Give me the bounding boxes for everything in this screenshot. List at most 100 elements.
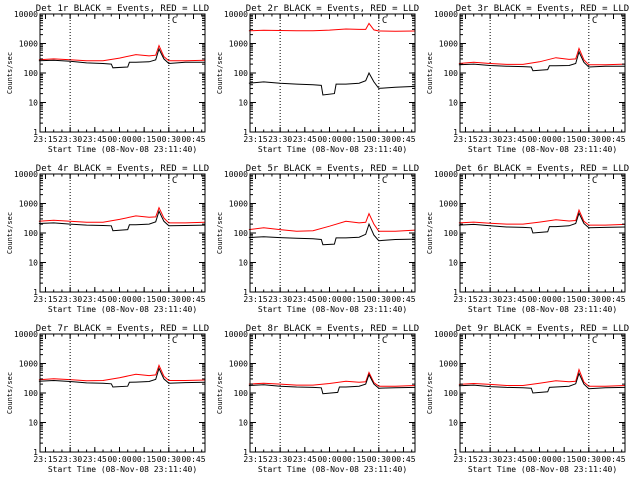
x-tick-label: 00:00 [527, 135, 551, 144]
x-tick-label: 00:00 [317, 295, 341, 304]
y-tick-label: 10 [28, 259, 38, 268]
x-tick-label: 23:15 [243, 295, 267, 304]
x-tick-label: 00:00 [107, 455, 131, 464]
y-tick-label: 10000 [434, 10, 458, 19]
corner-mark: C [592, 16, 597, 26]
x-tick-label: 23:15 [453, 295, 477, 304]
series-line-events [458, 372, 626, 394]
x-axis-label: Start Time (08-Nov-08 23:11:40) [48, 305, 197, 314]
x-tick-label: 00:30 [157, 135, 181, 144]
panel-title: Det 1r BLACK = Events, RED = LLD [36, 4, 209, 14]
x-tick-label: 00:00 [527, 455, 551, 464]
x-tick-label: 00:15 [132, 455, 156, 464]
series-line-events [38, 47, 205, 69]
x-tick-label: 23:15 [33, 295, 57, 304]
y-tick-label: 1 [243, 128, 248, 137]
x-tick-label: 00:15 [132, 135, 156, 144]
x-tick-label: 23:30 [478, 295, 502, 304]
x-tick-label: 23:45 [83, 295, 107, 304]
series-line-events [38, 366, 206, 388]
plot-frame [459, 333, 626, 453]
y-tick-label: 10 [448, 259, 458, 268]
x-tick-label: 23:30 [58, 455, 82, 464]
y-tick-label: 10 [238, 419, 248, 428]
x-tick-label: 00:15 [342, 295, 366, 304]
y-tick-label: 10000 [14, 170, 38, 179]
y-tick-label: 10 [238, 259, 248, 268]
x-tick-label: 23:30 [58, 295, 82, 304]
x-tick-label: 00:15 [552, 295, 576, 304]
y-axis-label: Counts/sec [426, 372, 434, 414]
series-line-lld [458, 368, 626, 387]
y-tick-label: 1000 [439, 40, 458, 49]
x-tick-label: 00:30 [367, 135, 391, 144]
x-tick-label: 00:00 [317, 455, 341, 464]
y-tick-label: 1 [243, 448, 248, 457]
y-axis-label: Counts/sec [216, 212, 224, 254]
x-tick-label: 00:45 [601, 295, 625, 304]
y-tick-label: 1 [243, 288, 248, 297]
x-axis-label: Start Time (08-Nov-08 23:11:40) [468, 145, 617, 154]
corner-mark: C [382, 336, 387, 346]
x-tick-label: 00:30 [157, 295, 181, 304]
y-tick-label: 10 [448, 99, 458, 108]
x-axis-label: Start Time (08-Nov-08 23:11:40) [258, 145, 407, 154]
y-tick-label: 1000 [229, 200, 248, 209]
x-tick-label: 23:15 [243, 135, 267, 144]
panel-title: Det 9r BLACK = Events, RED = LLD [456, 324, 629, 334]
x-tick-label: 00:00 [527, 295, 551, 304]
y-tick-label: 10 [238, 99, 248, 108]
y-tick-label: 1 [33, 448, 38, 457]
y-tick-label: 10000 [14, 330, 38, 339]
panel-title: Det 6r BLACK = Events, RED = LLD [456, 164, 629, 174]
x-tick-label: 00:30 [367, 295, 391, 304]
x-tick-label: 00:30 [577, 455, 601, 464]
y-tick-label: 100 [24, 389, 39, 398]
y-tick-label: 1 [33, 128, 38, 137]
y-tick-label: 10 [28, 99, 38, 108]
x-tick-label: 00:30 [157, 455, 181, 464]
x-tick-label: 00:30 [577, 135, 601, 144]
x-tick-label: 23:45 [83, 455, 107, 464]
series-line-lld [38, 44, 206, 62]
x-tick-label: 23:15 [453, 135, 477, 144]
series-line-lld [248, 371, 416, 387]
plot-frame [459, 173, 626, 293]
y-tick-label: 1 [33, 288, 38, 297]
y-tick-label: 1000 [439, 360, 458, 369]
x-tick-label: 00:15 [342, 135, 366, 144]
series-line-lld [248, 22, 416, 32]
y-tick-label: 1 [453, 288, 458, 297]
y-tick-label: 1000 [229, 360, 248, 369]
y-tick-label: 1000 [19, 200, 38, 209]
x-axis-label: Start Time (08-Nov-08 23:11:40) [468, 465, 617, 474]
series-line-events [248, 373, 416, 395]
series-line-events [458, 50, 625, 72]
x-axis-label: Start Time (08-Nov-08 23:11:40) [258, 465, 407, 474]
panel-title: Det 7r BLACK = Events, RED = LLD [36, 324, 209, 334]
x-tick-label: 00:15 [132, 295, 156, 304]
x-tick-label: 23:45 [293, 295, 317, 304]
x-tick-label: 00:15 [342, 455, 366, 464]
x-tick-label: 00:45 [391, 455, 415, 464]
series-line-events [248, 71, 416, 96]
y-tick-label: 100 [444, 229, 459, 238]
series-line-lld [458, 208, 626, 226]
x-tick-label: 00:00 [317, 135, 341, 144]
y-tick-label: 100 [24, 69, 39, 78]
y-tick-label: 10000 [14, 10, 38, 19]
plot-frame [459, 13, 626, 133]
x-tick-label: 23:15 [33, 455, 57, 464]
x-tick-label: 23:30 [58, 135, 82, 144]
y-tick-label: 10000 [224, 10, 248, 19]
y-tick-label: 1000 [229, 40, 248, 49]
x-tick-label: 23:45 [293, 455, 317, 464]
corner-mark: C [172, 336, 177, 346]
x-tick-label: 23:45 [503, 135, 527, 144]
series-line-lld [458, 46, 626, 66]
